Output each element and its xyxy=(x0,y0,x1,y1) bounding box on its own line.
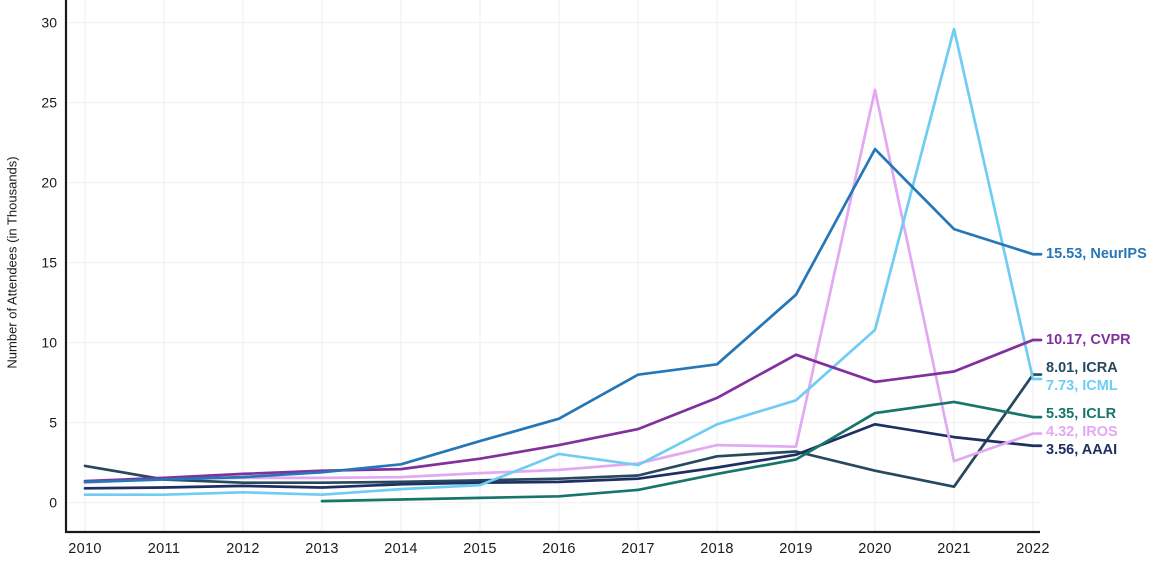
y-tick-label: 5 xyxy=(49,415,57,431)
x-tick-label: 2013 xyxy=(305,541,338,557)
x-tick-label: 2012 xyxy=(226,541,259,557)
series-end-label-CVPR: 10.17, CVPR xyxy=(1046,331,1131,348)
y-tick-label: 10 xyxy=(41,335,57,351)
y-tick-label: 30 xyxy=(41,15,57,31)
series-line-NeurIPS xyxy=(83,147,1035,484)
series-end-label-IROS: 4.32, IROS xyxy=(1046,424,1118,441)
series-end-label-AAAI: 3.56, AAAI xyxy=(1046,442,1118,459)
x-tick-label: 2020 xyxy=(858,541,891,557)
series-line-ICRA xyxy=(83,373,1035,489)
series-line-CVPR xyxy=(83,338,1035,483)
series-end-label-ICML: 7.73, ICML xyxy=(1046,377,1118,394)
series-line-AAAI xyxy=(83,422,1035,490)
x-tick-label: 2010 xyxy=(68,541,101,557)
y-tick-label: 20 xyxy=(41,175,57,191)
series-line-ICLR xyxy=(320,400,1035,503)
x-tick-label: 2018 xyxy=(700,541,733,557)
y-tick-label: 25 xyxy=(41,95,57,111)
x-tick-label: 2019 xyxy=(779,541,812,557)
y-tick-label: 0 xyxy=(49,495,57,511)
x-tick-label: 2021 xyxy=(937,541,970,557)
x-tick-label: 2014 xyxy=(384,541,417,557)
x-tick-label: 2016 xyxy=(542,541,575,557)
x-tick-label: 2022 xyxy=(1016,541,1049,557)
x-tick-label: 2015 xyxy=(463,541,496,557)
series-end-label-NeurIPS: 15.53, NeurIPS xyxy=(1046,246,1147,263)
series-end-label-ICRA: 8.01, ICRA xyxy=(1046,359,1118,376)
series-line-ICML xyxy=(83,27,1035,497)
series-end-label-ICLR: 5.35, ICLR xyxy=(1046,406,1117,423)
x-tick-label: 2011 xyxy=(148,541,180,557)
y-tick-label: 15 xyxy=(41,255,57,271)
x-tick-label: 2017 xyxy=(621,541,654,557)
